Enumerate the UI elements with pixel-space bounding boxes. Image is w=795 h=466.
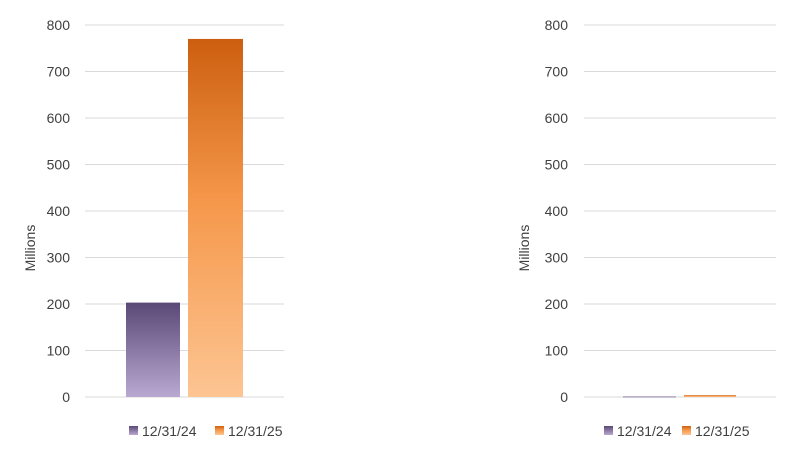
bar-series-1: [623, 396, 676, 398]
legend-label-series-1: 12/31/24: [617, 423, 672, 439]
legend-label-series-2: 12/31/25: [695, 423, 750, 439]
y-tick-label: 100: [47, 343, 71, 359]
gridlines: [85, 24, 284, 398]
y-tick-label: 500: [545, 157, 569, 173]
y-tick-label: 400: [545, 203, 569, 219]
legend-label-series-2: 12/31/25: [228, 423, 283, 439]
bars: [126, 38, 243, 397]
bars: [623, 395, 736, 398]
legend-swatch-series-2: [682, 426, 691, 435]
y-axis-ticks: 0 100 200 300 400 500 600 700 800: [47, 17, 71, 405]
y-axis-label: Millions: [22, 225, 38, 272]
legend: 12/31/24 12/31/25: [604, 423, 750, 439]
y-tick-label: 700: [545, 64, 569, 80]
bar-series-2: [684, 395, 736, 397]
legend-swatch-series-1: [604, 426, 613, 435]
y-axis-ticks: 0 100 200 300 400 500 600 700 800: [545, 17, 569, 405]
legend: 12/31/24 12/31/25: [129, 423, 283, 439]
y-tick-label: 100: [545, 343, 569, 359]
y-tick-label: 200: [545, 296, 569, 312]
y-tick-label: 400: [47, 203, 71, 219]
legend-swatch-series-1: [129, 426, 138, 435]
legend-swatch-series-2: [215, 426, 224, 435]
y-tick-label: 300: [47, 250, 71, 266]
y-tick-label: 300: [545, 250, 569, 266]
y-axis-label: Millions: [516, 225, 532, 272]
y-tick-label: 700: [47, 64, 71, 80]
y-tick-label: 800: [47, 17, 71, 33]
y-tick-label: 0: [560, 389, 568, 405]
y-tick-label: 0: [62, 389, 70, 405]
y-tick-label: 600: [545, 110, 569, 126]
y-tick-label: 200: [47, 296, 71, 312]
y-tick-label: 600: [47, 110, 71, 126]
chart-left: 0 100 200 300 400 500 600 700 800 Millions 12/31…: [22, 17, 284, 439]
bar-series-1: [126, 302, 180, 397]
y-tick-label: 500: [47, 157, 71, 173]
bar-series-2: [188, 38, 243, 397]
legend-label-series-1: 12/31/24: [142, 423, 197, 439]
y-tick-label: 800: [545, 17, 569, 33]
chart-right: 0 100 200 300 400 500 600 700 800 Millions 12/31…: [516, 17, 776, 439]
gridlines: [584, 24, 776, 398]
